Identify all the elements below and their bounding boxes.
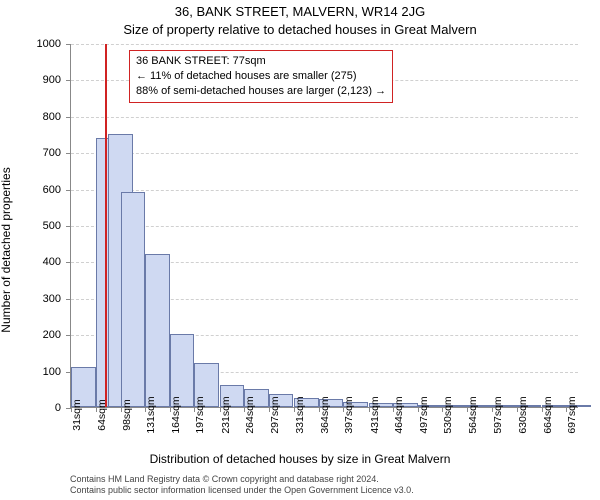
annotation-line: 36 BANK STREET: 77sqm: [136, 54, 386, 69]
annotation-box: 36 BANK STREET: 77sqm← 11% of detached h…: [129, 50, 393, 103]
y-tick-label: 900: [43, 74, 61, 86]
y-tick-label: 400: [43, 256, 61, 268]
chart-title-subtitle: Size of property relative to detached ho…: [0, 22, 600, 37]
x-tick-label: 697sqm: [566, 396, 578, 433]
x-tick-label: 497sqm: [418, 396, 430, 433]
x-tick-label: 297sqm: [269, 396, 281, 433]
attribution-line-1: Contains HM Land Registry data © Crown c…: [70, 474, 414, 485]
attribution-text: Contains HM Land Registry data © Crown c…: [70, 474, 414, 496]
chart-title-address: 36, BANK STREET, MALVERN, WR14 2JG: [0, 4, 600, 19]
x-tick-label: 530sqm: [442, 396, 454, 433]
histogram-bar: [121, 192, 146, 407]
x-tick-label: 664sqm: [542, 396, 554, 433]
plot-area: 0100200300400500600700800900100031sqm64s…: [70, 44, 578, 408]
x-tick-label: 431sqm: [369, 396, 381, 433]
x-tick-label: 231sqm: [220, 396, 232, 433]
y-tick-label: 600: [43, 184, 61, 196]
annotation-line: 88% of semi-detached houses are larger (…: [136, 84, 386, 99]
x-tick-label: 364sqm: [319, 396, 331, 433]
x-tick-label: 264sqm: [244, 396, 256, 433]
x-tick-label: 331sqm: [294, 396, 306, 433]
y-axis-label: Number of detached properties: [0, 167, 13, 332]
x-tick-label: 98sqm: [121, 399, 133, 431]
x-axis-label: Distribution of detached houses by size …: [0, 452, 600, 466]
x-tick-label: 164sqm: [170, 396, 182, 433]
x-tick-label: 564sqm: [467, 396, 479, 433]
y-tick-label: 700: [43, 147, 61, 159]
x-tick-label: 464sqm: [393, 396, 405, 433]
x-tick-label: 630sqm: [517, 396, 529, 433]
y-tick-label: 300: [43, 293, 61, 305]
x-tick-label: 397sqm: [343, 396, 355, 433]
attribution-line-2: Contains public sector information licen…: [70, 485, 414, 496]
y-tick-label: 1000: [37, 38, 61, 50]
histogram-bar: [145, 254, 170, 407]
y-tick-label: 200: [43, 329, 61, 341]
annotation-line: ← 11% of detached houses are smaller (27…: [136, 69, 386, 84]
x-tick-label: 197sqm: [194, 396, 206, 433]
y-tick-label: 800: [43, 111, 61, 123]
x-tick-label: 131sqm: [145, 396, 157, 433]
y-tick-label: 0: [55, 402, 61, 414]
y-tick-label: 100: [43, 366, 61, 378]
chart-container: { "titles": { "line1": "36, BANK STREET,…: [0, 0, 600, 500]
y-tick-label: 500: [43, 220, 61, 232]
x-tick-label: 597sqm: [492, 396, 504, 433]
x-tick-label: 31sqm: [71, 399, 83, 431]
property-marker-line: [105, 44, 107, 407]
